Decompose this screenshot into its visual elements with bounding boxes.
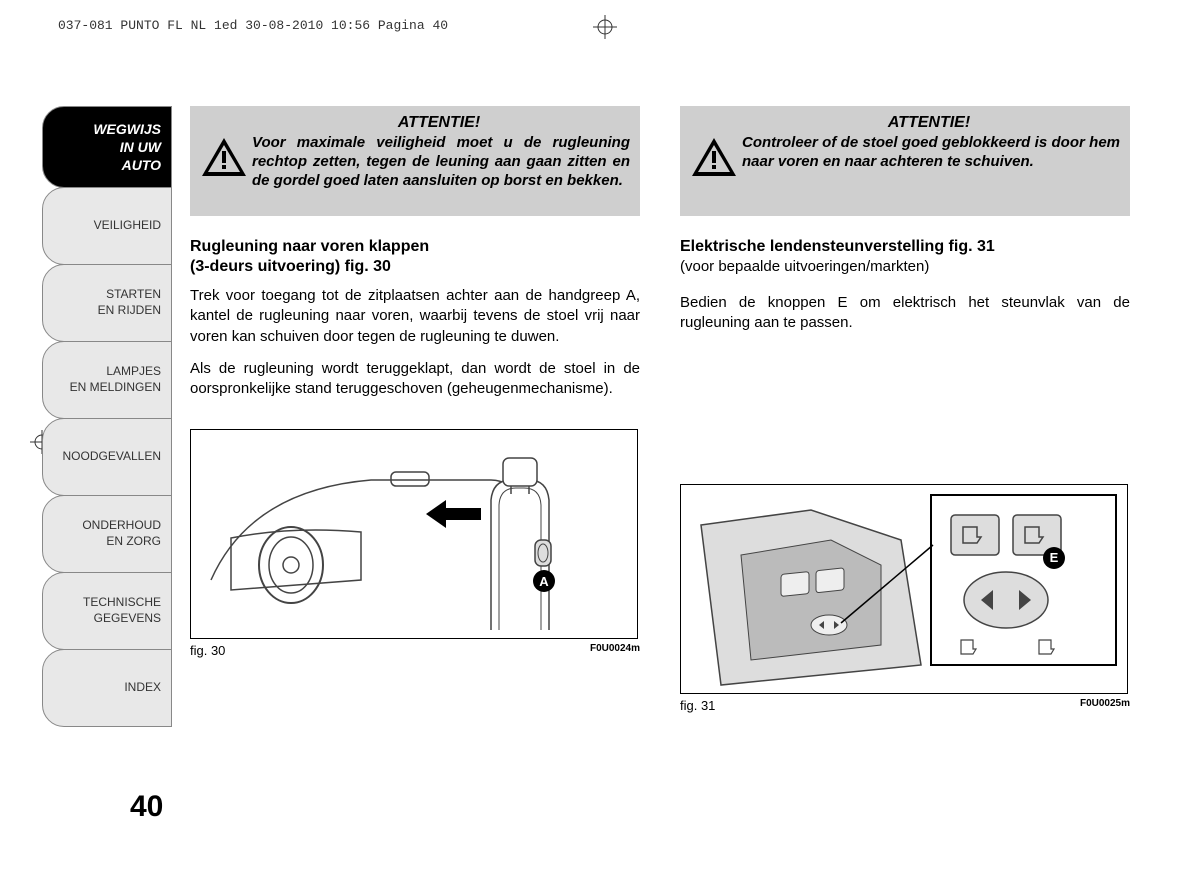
sidebar-tab: TECHNISCHEGEGEVENS	[42, 572, 172, 650]
print-header: 037-081 PUNTO FL NL 1ed 30-08-2010 10:56…	[58, 18, 448, 33]
section-title: Rugleuning naar voren klappen	[190, 238, 640, 256]
sidebar-tab: INDEX	[42, 649, 172, 727]
warning-text: Controleer of de stoel goed geblokkeerd …	[690, 134, 1120, 172]
body-paragraph: Bedien de knoppen E om elektrisch het st…	[680, 293, 1130, 334]
sidebar-tab-label: TECHNISCHE	[83, 595, 161, 611]
warning-triangle-icon	[690, 136, 738, 178]
sidebar-tab-label: EN ZORG	[106, 534, 161, 550]
sidebar-tab-label: GEGEVENS	[94, 611, 161, 627]
sidebar-tab: NOODGEVALLEN	[42, 418, 172, 496]
warning-triangle-icon	[200, 136, 248, 178]
figure-label: fig. 31	[680, 698, 715, 713]
sidebar-tab-label: VEILIGHEID	[94, 218, 161, 234]
warning-text: Voor maximale veiligheid moet u de rugle…	[200, 134, 630, 190]
section-subtitle: (3-deurs uitvoering) fig. 30	[190, 258, 640, 276]
sidebar-tab: VEILIGHEID	[42, 187, 172, 265]
warning-box: ATTENTIE! Controleer of de stoel goed ge…	[680, 106, 1130, 216]
warning-title: ATTENTIE!	[248, 114, 630, 132]
figure-30-illustration: A	[190, 429, 638, 639]
sidebar-tab: WEGWIJSIN UWAUTO	[42, 106, 172, 188]
sidebar-tab: ONDERHOUDEN ZORG	[42, 495, 172, 573]
callout-label-e: E	[1043, 547, 1065, 569]
sidebar-tab-label: EN MELDINGEN	[70, 380, 161, 396]
sidebar-tab-label: EN RIJDEN	[98, 303, 161, 319]
main-content: ATTENTIE! Voor maximale veiligheid moet …	[190, 106, 1130, 713]
sidebar-tab-label: WEGWIJS	[93, 120, 161, 138]
right-column: ATTENTIE! Controleer of de stoel goed ge…	[680, 106, 1130, 713]
sidebar-tab: STARTENEN RIJDEN	[42, 264, 172, 342]
figure-label: fig. 30	[190, 643, 225, 658]
sidebar-tab-label: IN UW	[120, 138, 161, 156]
sidebar-tab-label: INDEX	[124, 680, 161, 696]
sidebar-tab: LAMPJESEN MELDINGEN	[42, 341, 172, 419]
section-subtitle: (voor bepaalde uitvoeringen/markten)	[680, 258, 1130, 275]
section-tabs-sidebar: WEGWIJSIN UWAUTO VEILIGHEID STARTENEN RIJD…	[42, 106, 172, 726]
sidebar-tab-label: AUTO	[122, 156, 161, 174]
sidebar-tab-label: NOODGEVALLEN	[63, 449, 161, 465]
page-number: 40	[130, 790, 163, 824]
figure-caption: fig. 31 F0U0025m	[680, 698, 1130, 713]
figure-caption: fig. 30 F0U0024m	[190, 643, 640, 658]
figure-code: F0U0025m	[1080, 698, 1130, 713]
figure-31-illustration: E	[680, 484, 1128, 694]
warning-title: ATTENTIE!	[738, 114, 1120, 132]
left-column: ATTENTIE! Voor maximale veiligheid moet …	[190, 106, 640, 713]
warning-box: ATTENTIE! Voor maximale veiligheid moet …	[190, 106, 640, 216]
sidebar-tab-label: STARTEN	[106, 287, 161, 303]
crop-mark-icon	[593, 15, 617, 39]
sidebar-tab-label: LAMPJES	[106, 364, 161, 380]
section-title: Elektrische lendensteunverstelling fig. …	[680, 238, 1130, 256]
sidebar-tab-label: ONDERHOUD	[82, 518, 161, 534]
figure-code: F0U0024m	[590, 643, 640, 658]
body-paragraph: Als de rugleuning wordt teruggeklapt, da…	[190, 359, 640, 400]
body-paragraph: Trek voor toegang tot de zitplaatsen ach…	[190, 286, 640, 347]
